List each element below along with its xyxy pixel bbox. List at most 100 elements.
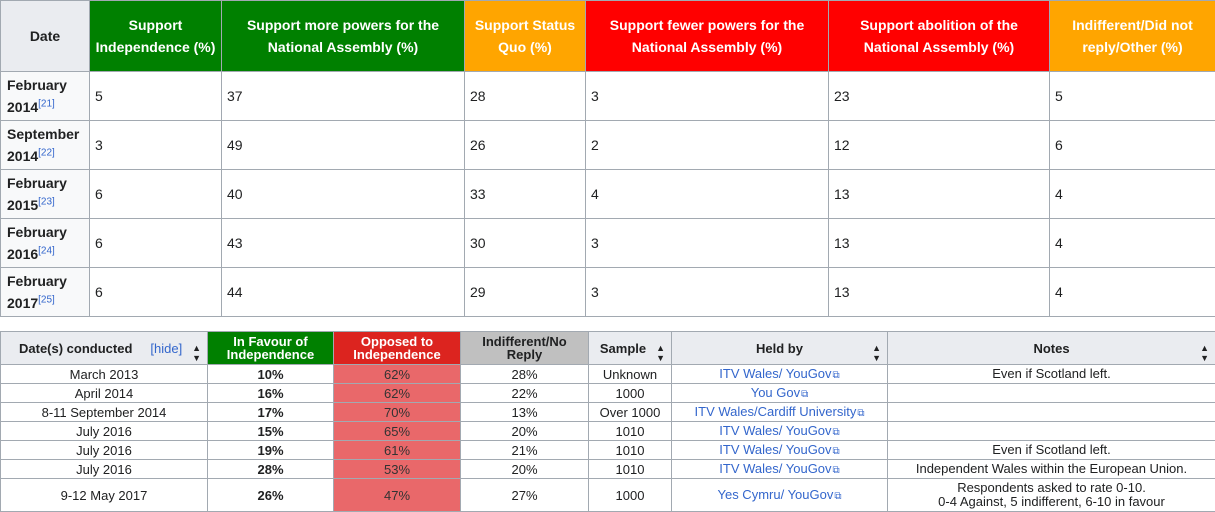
poll-table-row: 8-11 September 2014 17% 70% 13% Over 1000 ITV… xyxy=(0,402,1215,422)
cell-fewer-powers: 3 xyxy=(585,71,829,121)
header-sample[interactable]: Sample ▲ ▼ xyxy=(588,331,672,365)
header-support-independence[interactable]: Support Independence (%) xyxy=(89,0,222,72)
held-by-link[interactable]: Yes Cymru/ YouGov xyxy=(717,486,834,502)
cell-status-quo: 33 xyxy=(464,169,586,219)
poll-table-row: March 2013 10% 62% 28% Unknown ITV Wales/ You… xyxy=(0,364,1215,384)
held-by-link[interactable]: ITV Wales/ YouGov xyxy=(719,365,832,381)
row-date: February 2015[23] xyxy=(0,169,90,219)
header-in-favour[interactable]: In Favour of Independence xyxy=(207,331,334,365)
held-by-link[interactable]: ITV Wales/ YouGov xyxy=(719,460,832,476)
row-date: September 2014[22] xyxy=(0,120,90,170)
row-date: February 2016[24] xyxy=(0,218,90,268)
reference-link[interactable]: [21] xyxy=(38,98,55,110)
cell-abolition: 13 xyxy=(828,169,1050,219)
external-link-icon: ⧉ xyxy=(832,464,840,476)
cell-notes xyxy=(887,383,1215,403)
header-more-powers[interactable]: Support more powers for the National Ass… xyxy=(221,0,465,72)
sort-arrows-icon[interactable]: ▲ ▼ xyxy=(1200,343,1209,363)
header-fewer-powers[interactable]: Support fewer powers for the National As… xyxy=(585,0,829,72)
cell-indifferent: 21% xyxy=(460,440,589,460)
cell-status-quo: 30 xyxy=(464,218,586,268)
row-date-month: September xyxy=(7,126,80,142)
cell-held-by: Yes Cymru/ YouGov⧉ xyxy=(671,478,888,512)
cell-status-quo: 26 xyxy=(464,120,586,170)
cell-fewer-powers: 2 xyxy=(585,120,829,170)
cell-notes xyxy=(887,402,1215,422)
cell-notes xyxy=(887,421,1215,441)
held-by-link[interactable]: You Gov xyxy=(750,384,801,400)
header-indifferent[interactable]: Indifferent/No Reply xyxy=(460,331,589,365)
header-notes[interactable]: Notes ▲ ▼ xyxy=(887,331,1215,365)
held-by-link[interactable]: ITV Wales/ YouGov xyxy=(719,422,832,438)
powers-poll-table: Date Support Independence (%) Support mo… xyxy=(0,0,1215,317)
cell-other: 4 xyxy=(1049,267,1215,317)
header-dates-conducted[interactable]: Date(s) conducted [hide] ▲ ▼ xyxy=(0,331,208,365)
reference-link[interactable]: [22] xyxy=(38,147,55,159)
row-date-year: 2015 xyxy=(7,197,39,213)
powers-table-row: February 2014[21] 5 37 28 3 23 5 xyxy=(0,71,1215,121)
header-status-quo[interactable]: Support Status Quo (%) xyxy=(464,0,586,72)
row-date-year: 2016 xyxy=(7,246,39,262)
cell-notes: Respondents asked to rate 0-10. 0-4 Again… xyxy=(887,478,1215,512)
row-date: February 2017[25] xyxy=(0,267,90,317)
cell-indifferent: 13% xyxy=(460,402,589,422)
header-held-by[interactable]: Held by ▲ ▼ xyxy=(671,331,888,365)
cell-fewer-powers: 3 xyxy=(585,218,829,268)
row-date-month: February xyxy=(7,224,67,240)
reference-link[interactable]: [25] xyxy=(38,294,55,306)
sort-arrows-icon[interactable]: ▲ ▼ xyxy=(192,343,201,363)
cell-independence: 6 xyxy=(89,267,222,317)
cell-status-quo: 28 xyxy=(464,71,586,121)
row-date-month: February xyxy=(7,273,67,289)
cell-independence: 5 xyxy=(89,71,222,121)
cell-in-favour: 10% xyxy=(207,364,334,384)
sort-arrows-icon[interactable]: ▲ ▼ xyxy=(872,343,881,363)
cell-independence: 3 xyxy=(89,120,222,170)
cell-opposed: 47% xyxy=(333,478,461,512)
cell-abolition: 23 xyxy=(828,71,1050,121)
reference-link[interactable]: [23] xyxy=(38,196,55,208)
cell-in-favour: 15% xyxy=(207,421,334,441)
cell-in-favour: 26% xyxy=(207,478,334,512)
powers-table-row: September 2014[22] 3 49 26 2 12 6 xyxy=(0,120,1215,170)
cell-date-conducted: 8-11 September 2014 xyxy=(0,402,208,422)
cell-indifferent: 28% xyxy=(460,364,589,384)
poll-table-row: April 2014 16% 62% 22% 1000 You Gov⧉ xyxy=(0,383,1215,403)
row-date-year: 2014 xyxy=(7,99,39,115)
cell-date-conducted: March 2013 xyxy=(0,364,208,384)
held-by-link[interactable]: ITV Wales/ YouGov xyxy=(719,441,832,457)
cell-other: 5 xyxy=(1049,71,1215,121)
reference-link[interactable]: [24] xyxy=(38,245,55,257)
notes-text-line2: 0-4 Against, 5 indifferent, 6-10 in favo… xyxy=(938,494,1165,509)
header-other[interactable]: Indifferent/Did not reply/Other (%) xyxy=(1049,0,1215,72)
cell-in-favour: 17% xyxy=(207,402,334,422)
cell-other: 4 xyxy=(1049,169,1215,219)
notes-text: Independent Wales within the European Un… xyxy=(915,461,1188,476)
row-date-year: 2017 xyxy=(7,295,39,311)
cell-opposed: 53% xyxy=(333,459,461,479)
cell-date-conducted: 9-12 May 2017 xyxy=(0,478,208,512)
header-abolition[interactable]: Support abolition of the National Assemb… xyxy=(828,0,1050,72)
cell-held-by: ITV Wales/ YouGov⧉ xyxy=(671,421,888,441)
cell-more-powers: 43 xyxy=(221,218,465,268)
header-opposed[interactable]: Opposed to Independence xyxy=(333,331,461,365)
cell-fewer-powers: 3 xyxy=(585,267,829,317)
cell-other: 6 xyxy=(1049,120,1215,170)
poll-table-row: 9-12 May 2017 26% 47% 27% 1000 Yes Cymru/ You… xyxy=(0,478,1215,512)
cell-held-by: ITV Wales/ YouGov⧉ xyxy=(671,440,888,460)
cell-sample: 1010 xyxy=(588,459,672,479)
external-link-icon: ⧉ xyxy=(832,369,840,381)
row-date: February 2014[21] xyxy=(0,71,90,121)
sort-arrows-icon[interactable]: ▲ ▼ xyxy=(656,343,665,363)
cell-sample: Over 1000 xyxy=(588,402,672,422)
header-date[interactable]: Date xyxy=(0,0,90,72)
cell-status-quo: 29 xyxy=(464,267,586,317)
cell-sample: 1000 xyxy=(588,383,672,403)
held-by-link[interactable]: ITV Wales/Cardiff University xyxy=(694,403,857,419)
hide-link[interactable]: [hide] xyxy=(150,340,183,356)
cell-more-powers: 40 xyxy=(221,169,465,219)
notes-text: Respondents asked to rate 0-10. xyxy=(957,480,1146,495)
powers-table-row: February 2015[23] 6 40 33 4 13 4 xyxy=(0,169,1215,219)
row-date-month: February xyxy=(7,175,67,191)
cell-notes: Even if Scotland left. xyxy=(887,440,1215,460)
